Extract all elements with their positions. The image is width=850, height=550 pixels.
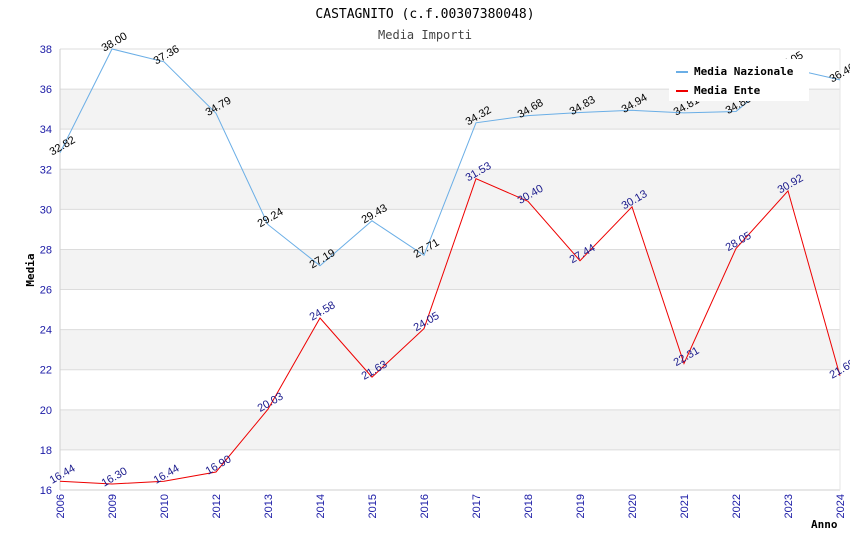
grid-band bbox=[60, 409, 840, 450]
y-tick-label: 16 bbox=[40, 485, 52, 497]
legend: Media Nazionale Media Ente bbox=[669, 59, 809, 101]
legend-label-ente: Media Ente bbox=[694, 84, 761, 97]
x-axis-label: Anno bbox=[811, 518, 838, 531]
x-tick-label: 2017 bbox=[471, 494, 483, 518]
y-tick-label: 32 bbox=[40, 164, 52, 176]
grid-band bbox=[60, 249, 840, 290]
x-tick-label: 2014 bbox=[315, 494, 327, 518]
data-label-ente: 16.90 bbox=[204, 453, 234, 477]
x-tick-label: 2010 bbox=[159, 494, 171, 518]
x-tick-label: 2009 bbox=[107, 494, 119, 518]
axes bbox=[59, 49, 841, 491]
chart-title: CASTAGNITO (c.f.00307380048) bbox=[315, 7, 534, 22]
x-tick-label: 2023 bbox=[783, 494, 795, 518]
x-tick-label: 2006 bbox=[55, 494, 67, 518]
legend-label-nazionale: Media Nazionale bbox=[694, 65, 794, 78]
y-tick-label: 34 bbox=[40, 124, 52, 136]
chart-subtitle: Media Importi bbox=[378, 28, 472, 42]
x-tick-label: 2021 bbox=[679, 494, 691, 518]
series-line-nazionale bbox=[59, 48, 841, 267]
data-label-ente: 16.44 bbox=[48, 463, 78, 487]
x-tick-label: 2024 bbox=[835, 494, 847, 518]
y-tick-label: 28 bbox=[40, 244, 52, 256]
grid-lines bbox=[60, 48, 840, 491]
x-tick-label: 2013 bbox=[263, 494, 275, 518]
data-label-ente: 16.44 bbox=[152, 463, 182, 487]
data-label-nazionale: 38.00 bbox=[100, 30, 130, 54]
y-axis-label: Media bbox=[24, 253, 37, 286]
y-tick-label: 38 bbox=[40, 44, 52, 56]
x-tick-label: 2012 bbox=[211, 494, 223, 518]
x-tick-label: 2018 bbox=[523, 494, 535, 518]
series-lines bbox=[59, 48, 841, 485]
y-tick-label: 36 bbox=[40, 84, 52, 96]
series-line-ente bbox=[59, 178, 841, 485]
grid-band bbox=[60, 329, 840, 370]
x-tick-label: 2019 bbox=[575, 494, 587, 518]
legend-box bbox=[669, 59, 809, 101]
x-tick-label: 2015 bbox=[367, 494, 379, 518]
data-label-ente: 16.30 bbox=[100, 465, 130, 489]
data-label-nazionale: 32.82 bbox=[48, 134, 78, 158]
y-tick-label: 20 bbox=[40, 405, 52, 417]
y-tick-label: 26 bbox=[40, 285, 52, 297]
x-tick-label: 2020 bbox=[627, 494, 639, 518]
x-tick-label: 2016 bbox=[419, 494, 431, 518]
y-axis-ticks: 16 18 20 22 24 26 28 30 32 34 36 38 bbox=[40, 44, 52, 497]
x-tick-label: 2022 bbox=[731, 494, 743, 518]
y-tick-label: 18 bbox=[40, 445, 52, 457]
data-label-nazionale: 36.46 bbox=[828, 61, 850, 85]
grid-bands bbox=[60, 89, 840, 450]
x-axis-ticks: 2006 2009 2010 2012 2013 2014 2015 2016 2017 2018… bbox=[55, 494, 847, 518]
data-label-ente: 24.58 bbox=[308, 299, 338, 323]
y-tick-label: 30 bbox=[40, 204, 52, 216]
y-tick-label: 22 bbox=[40, 365, 52, 377]
y-tick-label: 24 bbox=[40, 325, 52, 337]
